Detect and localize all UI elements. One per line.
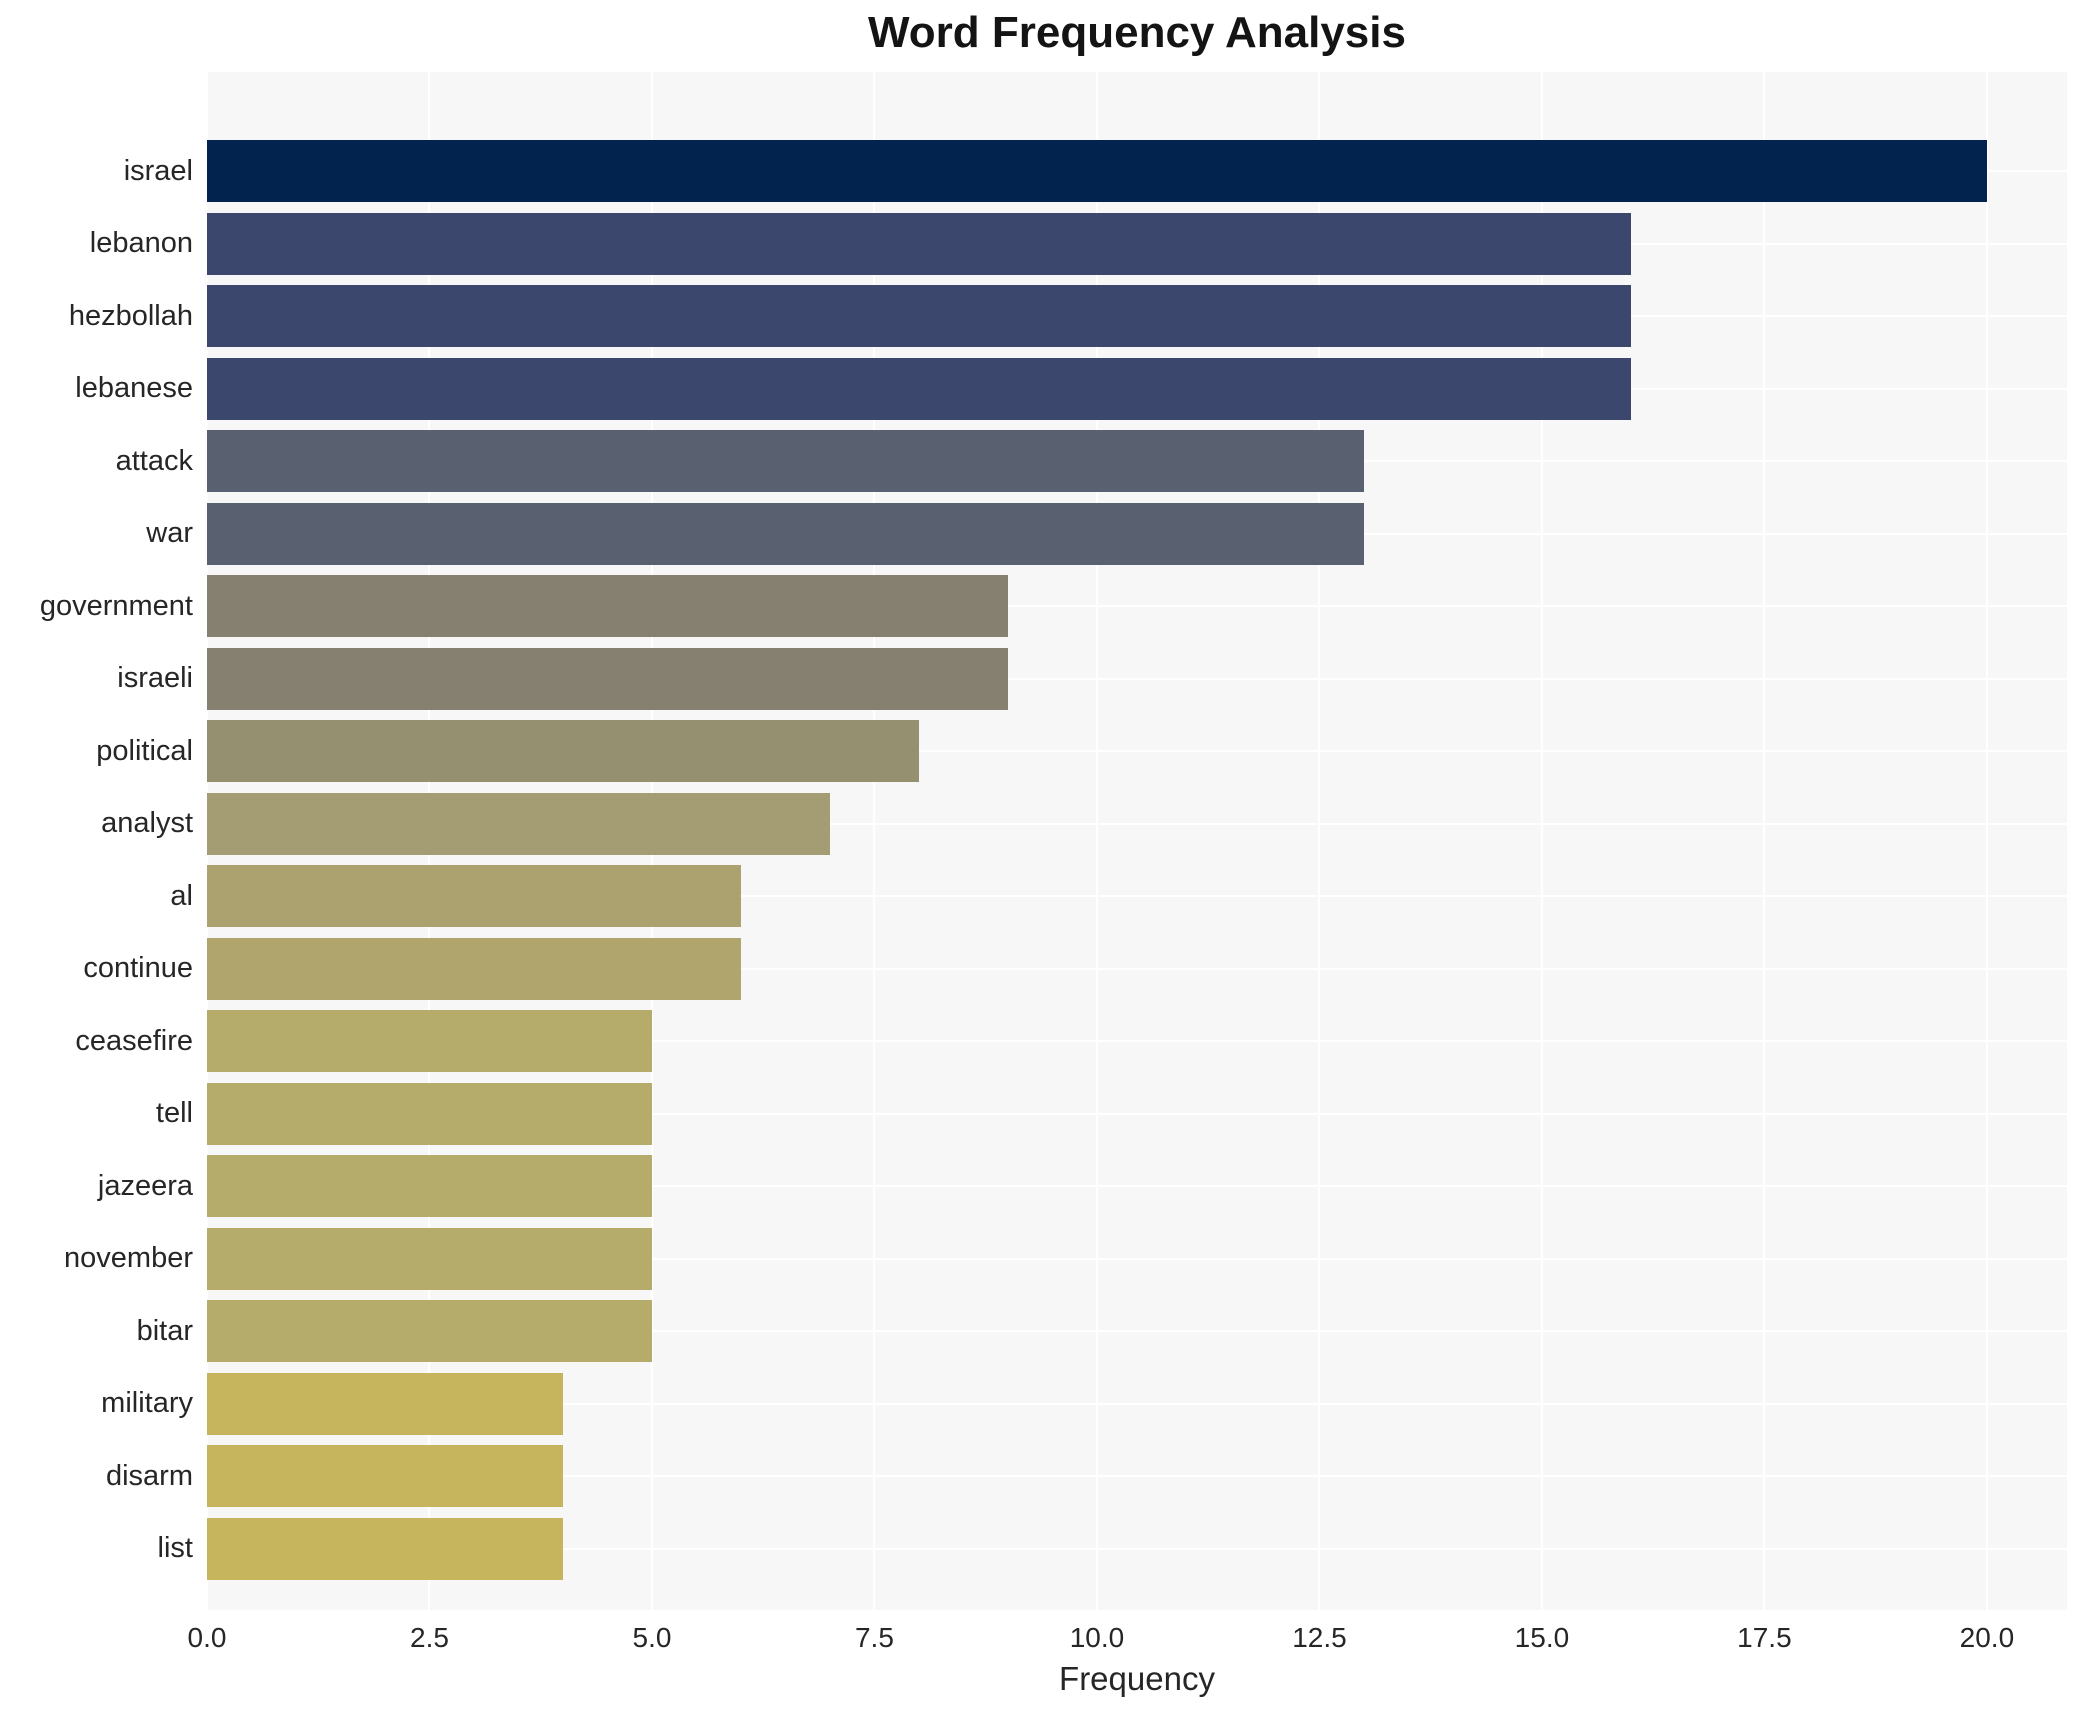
bar-row-hezbollah [207, 280, 2067, 353]
gridline-x-12.5 [1318, 72, 1321, 1610]
bar-row-lebanon [207, 208, 2067, 281]
bar-row-ceasefire [207, 1005, 2067, 1078]
y-label-tell: tell [155, 1097, 193, 1130]
bar-november [207, 1227, 652, 1290]
bar-lebanon [207, 212, 1631, 275]
bar-row-jazeera [207, 1150, 2067, 1223]
bar-row-government [207, 570, 2067, 643]
bar-disarm [207, 1445, 563, 1508]
y-label-military: military [101, 1387, 193, 1420]
bar-government [207, 575, 1008, 638]
bar-bitar [207, 1300, 652, 1363]
y-axis-labels: israel lebanon hezbollah lebanese attack war g… [0, 72, 193, 1610]
bar-al [207, 865, 741, 928]
y-label-israel: israel [123, 154, 193, 187]
y-label-war: war [146, 517, 193, 550]
y-label-november: november [64, 1242, 193, 1275]
x-tick-15.0: 15.0 [1514, 1622, 1570, 1653]
y-label-israeli: israeli [117, 662, 193, 695]
y-label-disarm: disarm [105, 1459, 193, 1492]
x-tick-0.0: 0.0 [187, 1622, 227, 1653]
y-label-al: al [170, 879, 193, 912]
y-label-lebanon: lebanon [89, 227, 193, 260]
bar-row-israeli [207, 643, 2067, 716]
bar-row-al [207, 860, 2067, 933]
bar-row-military [207, 1368, 2067, 1441]
bar-row-lebanese [207, 353, 2067, 426]
bar-row-tell [207, 1078, 2067, 1151]
bar-tell [207, 1082, 652, 1145]
y-label-hezbollah: hezbollah [68, 299, 193, 332]
x-tick-2.5: 2.5 [410, 1622, 449, 1653]
bar-row-war [207, 498, 2067, 571]
gridline-x-17.5 [1763, 72, 1766, 1610]
x-tick-17.5: 17.5 [1737, 1622, 1792, 1653]
bar-continue [207, 937, 741, 1000]
gridline-x-10 [1095, 72, 1098, 1610]
bar-war [207, 502, 1364, 565]
y-label-ceasefire: ceasefire [75, 1024, 193, 1057]
bar-row-disarm [207, 1440, 2067, 1513]
x-tick-5.0: 5.0 [632, 1622, 672, 1653]
y-label-lebanese: lebanese [75, 372, 193, 405]
bar-attack [207, 430, 1364, 493]
plot-area [206, 72, 2067, 1610]
bar-row-political [207, 715, 2067, 788]
bar-row-november [207, 1223, 2067, 1296]
x-axis-title: Frequency [1059, 1660, 1215, 1697]
y-label-political: political [96, 734, 193, 767]
bar-row-list [207, 1513, 2067, 1586]
bar-military [207, 1372, 563, 1435]
gridline-x-7.5 [873, 72, 876, 1610]
bar-list [207, 1517, 563, 1580]
y-label-bitar: bitar [136, 1314, 193, 1347]
x-tick-7.5: 7.5 [854, 1622, 894, 1653]
y-label-list: list [157, 1532, 193, 1565]
bar-row-attack [207, 425, 2067, 498]
bar-rows [207, 72, 2067, 1610]
y-label-analyst: analyst [101, 807, 193, 840]
bar-row-continue [207, 933, 2067, 1006]
bar-lebanese [207, 357, 1631, 420]
gridline-x-20 [1985, 72, 1988, 1610]
bar-ceasefire [207, 1010, 652, 1073]
y-label-continue: continue [83, 952, 193, 985]
bar-political [207, 720, 919, 783]
y-label-jazeera: jazeera [97, 1169, 193, 1202]
y-label-government: government [39, 589, 193, 622]
bar-israeli [207, 647, 1008, 710]
bar-jazeera [207, 1155, 652, 1218]
x-tick-12.5: 12.5 [1292, 1622, 1347, 1653]
bar-hezbollah [207, 285, 1631, 348]
bar-analyst [207, 792, 830, 855]
x-tick-10.0: 10.0 [1069, 1622, 1125, 1653]
bar-row-analyst [207, 788, 2067, 861]
chart-title: Word Frequency Analysis [868, 8, 1406, 57]
bar-row-israel [207, 135, 2067, 208]
x-tick-20.0: 20.0 [1959, 1622, 2015, 1653]
bar-israel [207, 140, 1987, 203]
bar-row-bitar [207, 1295, 2067, 1368]
gridline-x-15 [1540, 72, 1543, 1610]
y-label-attack: attack [115, 444, 193, 477]
